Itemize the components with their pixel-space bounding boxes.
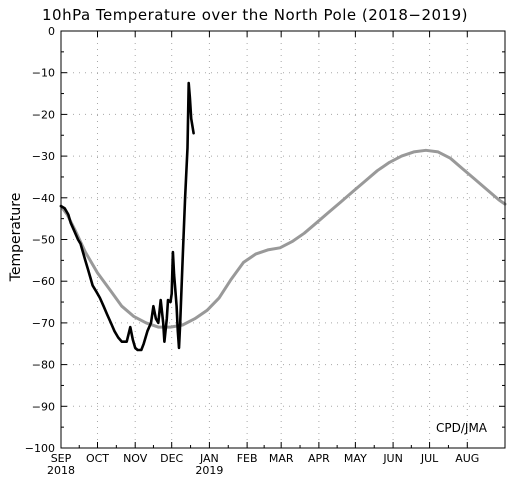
y-tick-label: 0 xyxy=(48,25,55,38)
y-tick-label: −70 xyxy=(32,317,55,330)
x-tick-label: AUG xyxy=(455,452,479,465)
chart-title: 10hPa Temperature over the North Pole (2… xyxy=(42,6,468,24)
x-year-label: 2018 xyxy=(47,464,75,477)
y-tick-label: −10 xyxy=(32,67,55,80)
observed-line xyxy=(59,81,195,352)
grid-lines xyxy=(61,31,505,448)
x-year-label: 2019 xyxy=(195,464,223,477)
x-tick-label: APR xyxy=(308,452,330,465)
x-tick-label: OCT xyxy=(86,452,109,465)
x-tick-label: JUL xyxy=(420,452,439,465)
series-lines xyxy=(59,81,507,352)
y-tick-label: −100 xyxy=(25,442,55,455)
y-tick-label: −40 xyxy=(32,192,55,205)
x-tick-label: JAN xyxy=(199,452,219,465)
source-annotation: CPD/JMA xyxy=(436,421,488,435)
x-tick-label: DEC xyxy=(160,452,183,465)
y-tick-label: −20 xyxy=(32,108,55,121)
x-tick-label: MAY xyxy=(344,452,367,465)
y-tick-label: −50 xyxy=(32,234,55,247)
x-tick-label: FEB xyxy=(237,452,258,465)
y-tick-label: −90 xyxy=(32,400,55,413)
climatology-line xyxy=(59,148,507,329)
plot-frame xyxy=(60,30,506,449)
x-tick-label: NOV xyxy=(123,452,148,465)
y-tick-label: −30 xyxy=(32,150,55,163)
y-tick-label: −80 xyxy=(32,359,55,372)
y-tick-label: −60 xyxy=(32,275,55,288)
x-tick-label: SEP xyxy=(51,452,72,465)
x-tick-label: MAR xyxy=(269,452,294,465)
x-tick-label: JUN xyxy=(382,452,403,465)
y-axis-label: Temperature xyxy=(8,193,24,283)
